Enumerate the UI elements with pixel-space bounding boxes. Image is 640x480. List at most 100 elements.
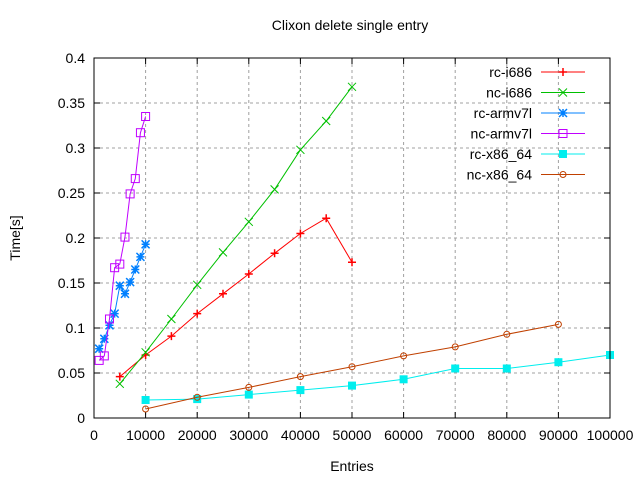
- legend-label: nc-armv7l: [471, 126, 532, 142]
- data-point: [399, 375, 408, 384]
- data-point: [99, 334, 109, 344]
- legend-label: nc-i686: [486, 85, 532, 101]
- data-point: [321, 116, 331, 126]
- data-point: [347, 82, 357, 92]
- y-tick-label: 0.15: [58, 275, 85, 291]
- y-axis-label: Time[s]: [7, 215, 23, 260]
- x-tick-label: 0: [90, 427, 98, 443]
- series-line: [98, 116, 147, 361]
- data-point: [296, 373, 304, 381]
- x-tick-label: 70000: [436, 427, 475, 443]
- series-line: [119, 217, 353, 377]
- data-point: [104, 314, 114, 324]
- data-point: [400, 352, 408, 360]
- series-nc-x86_64: [142, 320, 562, 413]
- data-point: [167, 332, 176, 341]
- data-point: [167, 314, 176, 324]
- series-line: [145, 354, 611, 401]
- legend-marker: [559, 150, 567, 158]
- data-point: [141, 112, 151, 121]
- data-point: [193, 309, 202, 318]
- data-point: [322, 214, 331, 223]
- data-point: [296, 145, 305, 155]
- data-point: [115, 281, 125, 291]
- y-tick-label: 0.25: [58, 185, 85, 201]
- data-point: [348, 363, 356, 371]
- data-point: [244, 270, 253, 278]
- data-point: [193, 395, 202, 404]
- y-tick-label: 0.35: [58, 95, 85, 111]
- data-point: [135, 128, 145, 138]
- data-point: [115, 372, 124, 381]
- data-point: [503, 330, 511, 338]
- legend-marker: [559, 68, 567, 76]
- data-point: [245, 383, 253, 391]
- x-tick-label: 20000: [178, 427, 217, 443]
- data-point: [110, 309, 120, 319]
- series-rc-armv7l: [94, 239, 151, 354]
- x-tick-label: 40000: [281, 427, 320, 443]
- y-tick-label: 0.05: [58, 365, 85, 381]
- data-point: [348, 258, 356, 267]
- series-nc-i686: [115, 82, 357, 389]
- data-point: [125, 277, 135, 287]
- x-tick-label: 60000: [384, 427, 423, 443]
- x-tick-label: 90000: [539, 427, 578, 443]
- y-tick-label: 0.2: [66, 230, 86, 246]
- legend-marker: [558, 129, 568, 138]
- data-point: [99, 351, 109, 361]
- data-point: [125, 189, 135, 199]
- x-tick-label: 100000: [587, 427, 634, 443]
- data-point: [348, 381, 356, 390]
- data-point: [554, 358, 563, 367]
- data-point: [219, 289, 227, 298]
- data-point: [244, 217, 254, 227]
- legend-label: rc-x86_64: [470, 146, 532, 162]
- series-line: [145, 323, 559, 410]
- data-point: [270, 185, 279, 194]
- data-point: [218, 248, 228, 257]
- legend-marker: [558, 88, 568, 97]
- legend-label: rc-armv7l: [474, 105, 532, 121]
- data-point: [502, 364, 511, 373]
- data-point: [193, 393, 201, 401]
- data-point: [130, 264, 140, 275]
- data-point: [120, 232, 130, 242]
- legend-marker: [558, 108, 568, 118]
- data-point: [270, 249, 279, 258]
- data-point: [142, 405, 150, 413]
- x-axis-label: Entries: [330, 458, 374, 474]
- plot-border: [93, 57, 611, 419]
- x-tick-label: 10000: [126, 427, 165, 443]
- data-point: [135, 252, 145, 262]
- legend-label: rc-i686: [489, 64, 532, 80]
- series-line: [119, 86, 353, 385]
- y-tick-label: 0.3: [66, 140, 86, 156]
- y-tick-label: 0: [77, 410, 85, 426]
- series-rc-x86_64: [141, 351, 614, 404]
- data-point: [296, 386, 305, 395]
- x-tick-label: 50000: [333, 427, 372, 443]
- data-point: [94, 344, 104, 354]
- data-point: [141, 396, 150, 404]
- chart-title: Clixon delete single entry: [272, 17, 428, 33]
- data-point: [130, 174, 140, 184]
- data-point: [141, 347, 150, 357]
- y-tick-label: 0.1: [66, 320, 86, 336]
- legend-label: nc-x86_64: [467, 167, 533, 183]
- data-point: [451, 364, 460, 373]
- data-point: [141, 239, 151, 249]
- data-point: [115, 379, 125, 389]
- data-point: [296, 229, 305, 238]
- data-point: [115, 259, 125, 269]
- data-point: [104, 320, 115, 330]
- data-point: [554, 320, 562, 328]
- y-tick-label: 0.4: [66, 50, 86, 66]
- series-rc-i686: [115, 214, 356, 381]
- series-nc-armv7l: [94, 112, 151, 365]
- x-tick-label: 30000: [229, 427, 268, 443]
- legend-marker: [559, 171, 567, 178]
- series-line: [98, 244, 147, 349]
- data-point: [244, 390, 253, 399]
